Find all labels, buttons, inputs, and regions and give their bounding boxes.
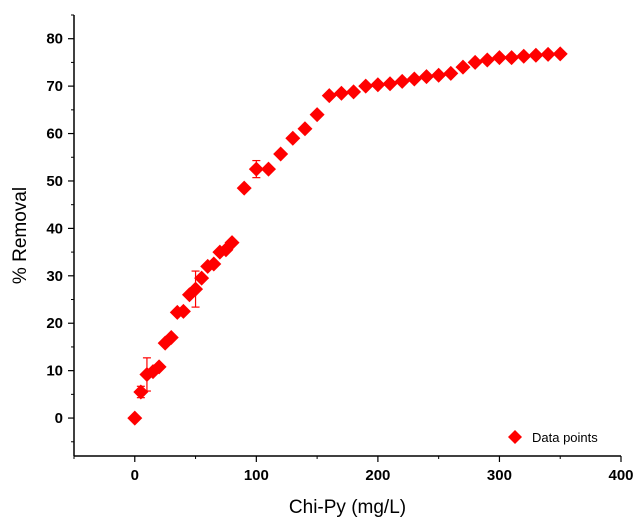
data-point: [467, 54, 483, 70]
data-point: [540, 46, 556, 62]
data-point: [333, 85, 349, 101]
y-tick-label: 70: [46, 78, 63, 95]
data-point: [260, 161, 276, 177]
x-tick-label: 400: [608, 467, 633, 484]
data-point: [248, 161, 264, 177]
data-point: [309, 107, 325, 123]
data-point: [394, 73, 410, 89]
y-tick-label: 60: [46, 126, 63, 143]
data-point: [321, 88, 337, 104]
data-point: [194, 270, 210, 286]
data-point: [552, 46, 568, 62]
data-point: [236, 180, 252, 196]
data-point: [163, 329, 179, 345]
data-point: [151, 359, 167, 375]
data-point: [419, 69, 435, 85]
data-point: [127, 410, 143, 426]
data-point: [370, 77, 386, 93]
y-axis-title: % Removal: [10, 187, 31, 284]
data-point: [455, 59, 471, 75]
y-tick-label: 10: [46, 363, 63, 380]
data-point: [297, 121, 313, 137]
data-point: [382, 76, 398, 92]
data-point: [491, 50, 507, 66]
x-axis-title: Chi-Py (mg/L): [289, 497, 406, 518]
data-point: [358, 78, 374, 94]
data-point: [431, 67, 447, 83]
data-point: [175, 303, 191, 319]
y-tick-label: 0: [55, 410, 63, 427]
data-point: [528, 47, 544, 63]
y-tick-label: 30: [46, 268, 63, 285]
data-point: [206, 256, 222, 272]
y-tick-label: 80: [46, 31, 63, 48]
chart-legend: Data points: [508, 430, 598, 445]
x-tick-label: 200: [365, 467, 390, 484]
x-tick-label: 100: [244, 467, 269, 484]
data-point: [273, 146, 289, 162]
y-tick-label: 50: [46, 173, 63, 190]
data-point: [346, 84, 362, 100]
data-point: [479, 52, 495, 68]
y-tick-label: 40: [46, 220, 63, 237]
data-point: [443, 65, 459, 81]
legend-marker-data-points: [508, 430, 522, 444]
data-point: [188, 281, 204, 297]
data-points-layer: [127, 46, 568, 426]
data-point: [133, 384, 149, 400]
data-point: [504, 50, 520, 66]
chart-axes: 0 100 200 300 400 0 10 20 30 40 50 60 70 80: [46, 14, 634, 484]
data-point: [224, 235, 240, 251]
x-tick-label: 0: [131, 467, 139, 484]
data-point: [285, 130, 301, 146]
x-tick-label: 300: [487, 467, 512, 484]
legend-label-data-points: Data points: [532, 430, 598, 445]
y-tick-label: 20: [46, 315, 63, 332]
data-point: [406, 71, 422, 87]
data-point: [516, 48, 532, 64]
